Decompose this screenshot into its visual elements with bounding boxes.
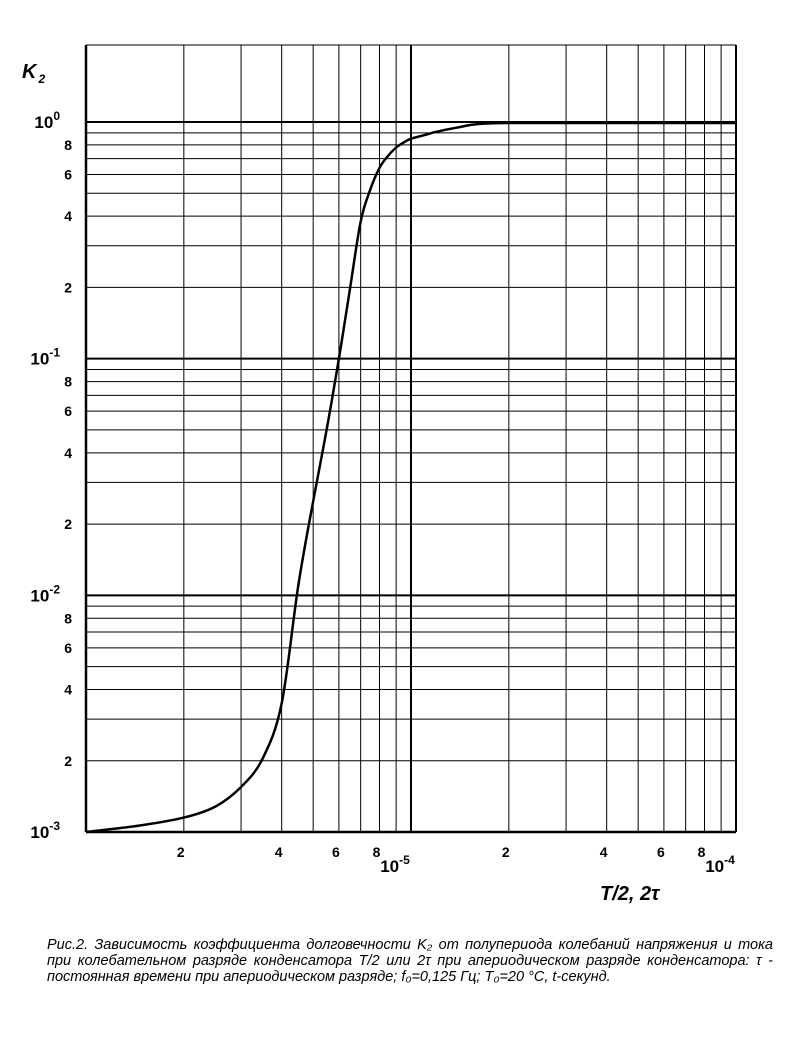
- tick-exponent: -5: [399, 853, 410, 867]
- y-tick-major-label: 10-3: [30, 819, 60, 842]
- tick-base: 10: [34, 113, 53, 132]
- series-layer: [85, 121, 736, 834]
- tick-exponent: -1: [49, 346, 60, 360]
- y-tick-major-label: 10-1: [30, 346, 60, 369]
- y-axis-label-main: K: [22, 61, 38, 83]
- y-tick-minor-label: 4: [64, 682, 72, 698]
- tick-base: 10: [705, 857, 724, 876]
- series-curve: [85, 121, 736, 834]
- x-axis-label: T/2, 2τ: [600, 883, 661, 905]
- figure-caption: Рис.2. Зависимость коэффициента долговеч…: [47, 937, 773, 985]
- y-tick-minor-label: 8: [64, 610, 72, 626]
- y-tick-minor-label: 6: [64, 640, 72, 656]
- y-tick-minor-label: 2: [64, 753, 72, 769]
- tick-exponent: -4: [724, 853, 735, 867]
- y-tick-minor-label: 2: [64, 279, 72, 295]
- x-tick-minor-label: 6: [332, 844, 340, 860]
- y-tick-minor-label: 6: [64, 167, 72, 183]
- tick-base: 10: [30, 586, 49, 605]
- tick-exponent: -3: [49, 819, 60, 833]
- y-axis-label-sub: 2: [37, 72, 45, 86]
- x-tick-major-label: 10-4: [705, 853, 735, 876]
- grid: [86, 45, 736, 832]
- y-tick-major-label: 10-2: [30, 582, 60, 605]
- x-tick-major-label: 10-5: [380, 853, 410, 876]
- y-tick-minor-label: 6: [64, 403, 72, 419]
- x-tick-minor-label: 4: [275, 844, 283, 860]
- y-tick-minor-label: 8: [64, 374, 72, 390]
- y-tick-minor-label: 8: [64, 137, 72, 153]
- y-tick-major-label: 100: [34, 109, 60, 132]
- x-tick-minor-label: 8: [698, 844, 706, 860]
- x-tick-labels: 2 4 6 8 2 4 6 810-5 10-4: [177, 844, 735, 876]
- y-tick-minor-label: 4: [64, 208, 72, 224]
- tick-base: 10: [30, 350, 49, 369]
- plot-frame: [84, 44, 737, 834]
- tick-exponent: 0: [53, 109, 60, 123]
- tick-base: 10: [30, 823, 49, 842]
- x-tick-minor-label: 2: [502, 844, 510, 860]
- tick-exponent: -2: [49, 582, 60, 596]
- x-tick-minor-label: 8: [373, 844, 381, 860]
- x-tick-minor-label: 6: [657, 844, 665, 860]
- x-tick-minor-label: 2: [177, 844, 185, 860]
- tick-base: 10: [380, 857, 399, 876]
- x-tick-minor-label: 4: [600, 844, 608, 860]
- y-tick-minor-label: 2: [64, 516, 72, 532]
- y-tick-minor-label: 4: [64, 445, 72, 461]
